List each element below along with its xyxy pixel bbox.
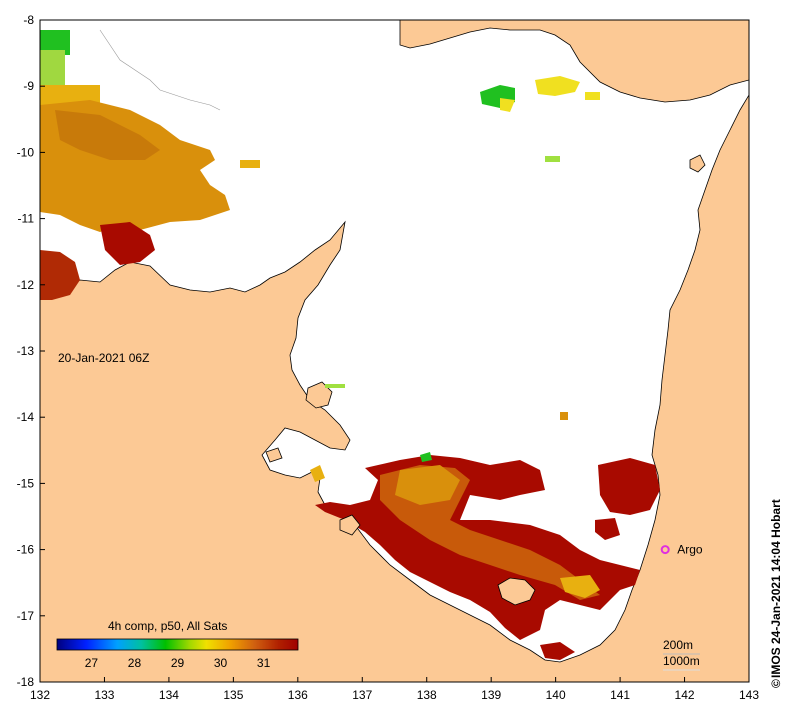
y-axis: -8 -9 -10 -11 -12 -13 -14 -15 -16 -17 -18 — [17, 13, 45, 689]
credit-label: IMOS 24-Jan-2021 14:04 Hobart — [769, 499, 783, 678]
y-tick-label: -12 — [17, 278, 35, 292]
y-tick-label: -9 — [23, 79, 34, 93]
copyright-icon: © — [769, 679, 783, 688]
y-tick-label: -11 — [18, 212, 35, 226]
sst-data-northwest — [40, 30, 260, 300]
y-tick-label: -16 — [17, 543, 35, 557]
contour-label-1000m: 1000m — [663, 654, 700, 668]
date-label: 20-Jan-2021 06Z — [58, 351, 149, 365]
x-tick-label: 143 — [739, 688, 759, 702]
legend-tick-label: 29 — [171, 656, 185, 670]
x-tick-label: 139 — [481, 688, 501, 702]
x-tick-label: 137 — [352, 688, 372, 702]
sst-data-south-gulf — [310, 384, 660, 660]
legend-tick-label: 31 — [257, 656, 271, 670]
argo-marker: Argo — [660, 543, 703, 557]
land-mornington-island-top — [497, 577, 536, 606]
x-tick-label: 132 — [30, 688, 50, 702]
color-legend: 4h comp, p50, All Sats 27 28 29 30 31 — [56, 619, 299, 670]
land-new-guinea — [399, 20, 749, 103]
land-north-west — [99, 29, 221, 111]
contour-label-200m: 200m — [663, 638, 693, 652]
x-tick-label: 134 — [159, 688, 179, 702]
legend-tick-label: 27 — [85, 656, 99, 670]
x-tick-label: 138 — [417, 688, 437, 702]
legend-tick-label: 28 — [128, 656, 142, 670]
argo-float-icon — [660, 545, 670, 555]
y-tick-label: -17 — [17, 609, 35, 623]
legend-ticks: 27 28 29 30 31 — [85, 656, 271, 670]
y-tick-label: -14 — [17, 410, 35, 424]
x-tick-label: 133 — [94, 688, 114, 702]
y-tick-label: -10 — [17, 145, 35, 159]
land-northern-territory — [40, 94, 749, 682]
color-bar — [56, 638, 299, 651]
contour-legend: 200m 1000m — [663, 638, 700, 671]
x-tick-label: 136 — [288, 688, 308, 702]
legend-title: 4h comp, p50, All Sats — [108, 619, 227, 633]
argo-label: Argo — [677, 543, 703, 557]
sst-data-north-central — [480, 76, 600, 420]
x-tick-label: 135 — [223, 688, 243, 702]
land-sweers-island — [339, 514, 361, 536]
legend-tick-label: 30 — [214, 656, 228, 670]
x-tick-label: 142 — [675, 688, 695, 702]
y-tick-label: -15 — [17, 476, 35, 490]
x-axis: 132 133 134 135 136 137 138 139 140 141 142 143 — [30, 677, 759, 702]
y-tick-label: -13 — [17, 344, 35, 358]
y-tick-label: -18 — [17, 675, 35, 689]
land-small-island — [265, 447, 283, 463]
land-groote-eylandt — [305, 381, 333, 409]
y-tick-label: -8 — [23, 13, 34, 27]
x-tick-label: 140 — [546, 688, 566, 702]
land-island-east — [689, 154, 706, 173]
x-tick-label: 141 — [610, 688, 630, 702]
